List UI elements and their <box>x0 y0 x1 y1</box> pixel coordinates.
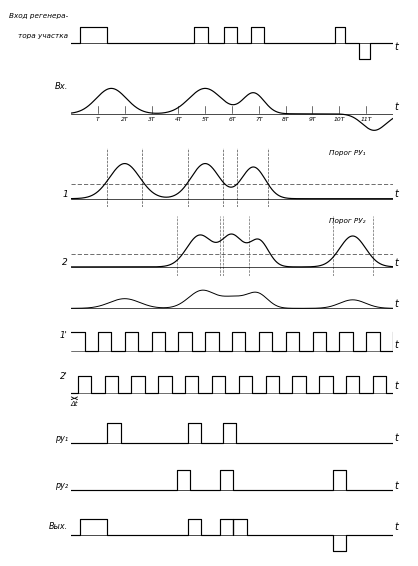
Text: Δt: Δt <box>71 401 78 407</box>
Text: ру₁: ру₁ <box>55 434 68 443</box>
Text: t: t <box>395 381 398 391</box>
Text: t: t <box>395 340 398 350</box>
Text: t: t <box>395 481 398 491</box>
Text: 7T: 7T <box>255 117 263 122</box>
Text: 1: 1 <box>62 190 68 199</box>
Text: t: t <box>395 299 398 309</box>
Text: t: t <box>395 42 398 52</box>
Text: 8T: 8T <box>282 117 289 122</box>
Text: 2': 2' <box>60 372 68 381</box>
Text: 11T: 11T <box>360 117 372 122</box>
Text: 1': 1' <box>60 331 68 340</box>
Text: 2: 2 <box>62 258 68 267</box>
Text: t: t <box>395 102 398 112</box>
Text: Вход регенера-: Вход регенера- <box>9 13 68 19</box>
Text: Порог РУ₁: Порог РУ₁ <box>329 149 365 156</box>
Text: Порог РУ₂: Порог РУ₂ <box>329 218 365 224</box>
Text: 5T: 5T <box>201 117 209 122</box>
Text: t: t <box>395 258 398 268</box>
Text: Вх.: Вх. <box>54 82 68 91</box>
Text: 6T: 6T <box>228 117 236 122</box>
Text: t: t <box>395 189 398 199</box>
Text: 9T: 9T <box>309 117 316 122</box>
Text: ру₂: ру₂ <box>55 481 68 490</box>
Text: 3T: 3T <box>148 117 155 122</box>
Text: 2T: 2T <box>121 117 128 122</box>
Text: t: t <box>395 521 398 531</box>
Text: тора участка: тора участка <box>18 33 68 39</box>
Text: 4T: 4T <box>175 117 182 122</box>
Text: Вых.: Вых. <box>49 522 68 531</box>
Text: T: T <box>96 117 100 122</box>
Text: t: t <box>395 433 398 443</box>
Text: 10T: 10T <box>334 117 345 122</box>
